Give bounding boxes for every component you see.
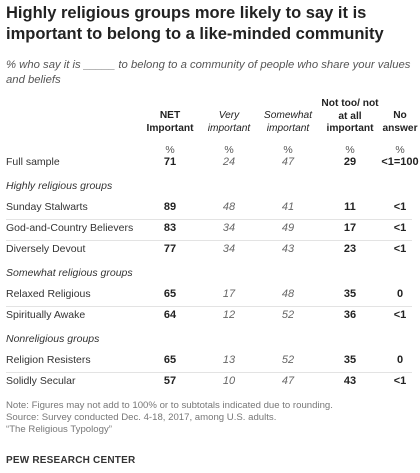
table-cell: 89 bbox=[163, 201, 177, 213]
table-cell: 29 bbox=[343, 156, 357, 168]
table-cell: <1 bbox=[393, 243, 407, 255]
row-label: Relaxed Religious bbox=[6, 288, 91, 300]
table-cell: 12 bbox=[222, 309, 236, 321]
source-credit: PEW RESEARCH CENTER bbox=[6, 455, 136, 466]
note-text: Note: Figures may not add to 100% or to … bbox=[6, 400, 333, 411]
column-header: Very important bbox=[207, 110, 251, 134]
table-cell: 77 bbox=[163, 243, 177, 255]
table-cell: 35 bbox=[343, 288, 357, 300]
table-cell: <1 bbox=[393, 309, 407, 321]
table-cell: 13 bbox=[222, 354, 236, 366]
group-label: Nonreligious groups bbox=[6, 333, 100, 345]
column-header: Not too/ not at all important bbox=[321, 98, 379, 134]
column-header: No answer bbox=[382, 110, 418, 134]
typology-text: “The Religious Typology” bbox=[6, 424, 112, 435]
table-cell: 17 bbox=[222, 288, 236, 300]
group-label: Somewhat religious groups bbox=[6, 267, 133, 279]
table-cell: <1 bbox=[393, 222, 407, 234]
source-text: Source: Survey conducted Dec. 4-18, 2017… bbox=[6, 412, 277, 423]
table-cell: 52 bbox=[281, 309, 295, 321]
percent-symbol: % bbox=[283, 144, 293, 156]
column-header: NET Important bbox=[146, 110, 194, 134]
table-cell: 47 bbox=[281, 375, 295, 387]
percent-symbol: % bbox=[345, 144, 355, 156]
table-cell: 23 bbox=[343, 243, 357, 255]
row-divider bbox=[6, 219, 412, 220]
table-cell: 0 bbox=[396, 288, 404, 300]
group-label: Highly religious groups bbox=[6, 180, 113, 192]
percent-symbol: % bbox=[395, 144, 405, 156]
percent-symbol: % bbox=[165, 144, 175, 156]
table-cell: 71 bbox=[163, 156, 177, 168]
percent-symbol: % bbox=[224, 144, 234, 156]
table-cell: 48 bbox=[281, 288, 295, 300]
table-cell: 10 bbox=[222, 375, 236, 387]
row-label: Solidly Secular bbox=[6, 375, 76, 387]
table-cell: 0 bbox=[396, 354, 404, 366]
table-cell: <1=100 bbox=[381, 156, 419, 168]
row-divider bbox=[6, 240, 412, 241]
table-cell: 83 bbox=[163, 222, 177, 234]
table-cell: 35 bbox=[343, 354, 357, 366]
table-cell: 65 bbox=[163, 354, 177, 366]
row-divider bbox=[6, 306, 412, 307]
table-cell: 34 bbox=[222, 243, 236, 255]
table-cell: 57 bbox=[163, 375, 177, 387]
table-cell: 47 bbox=[281, 156, 295, 168]
table-cell: 17 bbox=[343, 222, 357, 234]
row-label: Sunday Stalwarts bbox=[6, 201, 88, 213]
table-cell: 49 bbox=[281, 222, 295, 234]
table-cell: 36 bbox=[343, 309, 357, 321]
table-cell: 24 bbox=[222, 156, 236, 168]
table-cell: <1 bbox=[393, 201, 407, 213]
table-cell: 11 bbox=[344, 201, 356, 213]
row-divider bbox=[6, 372, 412, 373]
table-cell: 43 bbox=[343, 375, 357, 387]
table-cell: 64 bbox=[163, 309, 177, 321]
column-header: Somewhat important bbox=[263, 110, 313, 134]
table-cell: 52 bbox=[281, 354, 295, 366]
row-label: Religion Resisters bbox=[6, 354, 91, 366]
table-cell: 48 bbox=[222, 201, 236, 213]
table-cell: 41 bbox=[281, 201, 295, 213]
table-cell: 43 bbox=[281, 243, 295, 255]
row-label: God-and-Country Believers bbox=[6, 222, 134, 234]
table-cell: <1 bbox=[393, 375, 407, 387]
row-label: Spiritually Awake bbox=[6, 309, 86, 321]
row-label: Diversely Devout bbox=[6, 243, 86, 255]
chart-title: Highly religious groups more likely to s… bbox=[6, 4, 384, 43]
table-cell: 65 bbox=[163, 288, 177, 300]
row-label: Full sample bbox=[6, 156, 60, 168]
table-cell: 34 bbox=[222, 222, 236, 234]
chart-subtitle: % who say it is _____ to belong to a com… bbox=[6, 59, 411, 86]
